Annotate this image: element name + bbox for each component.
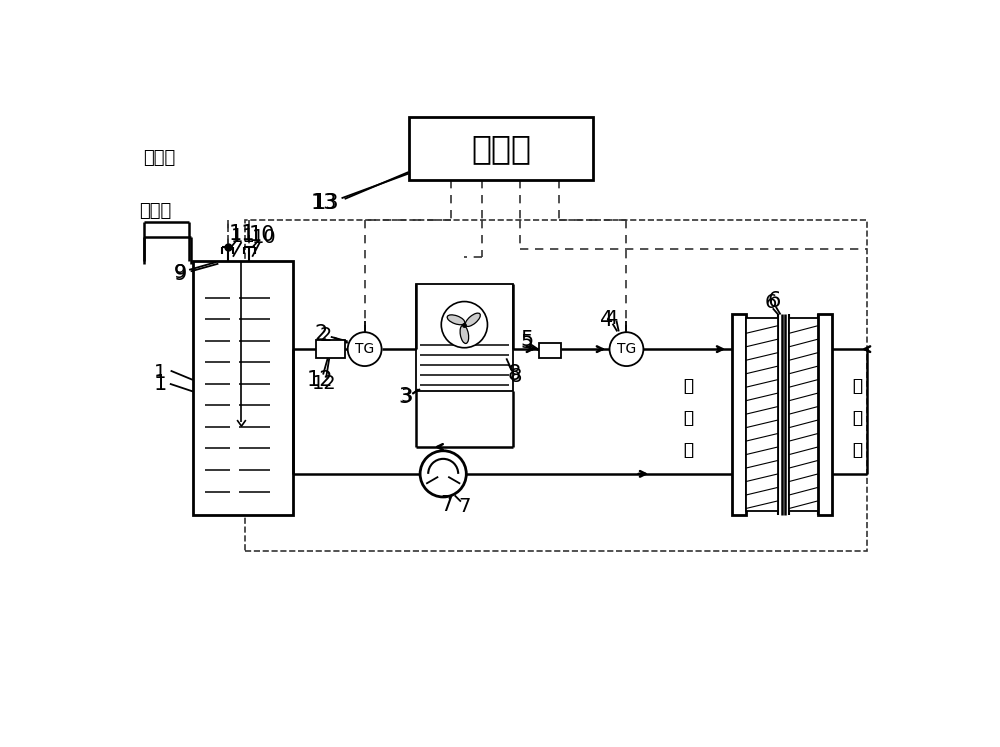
Text: 4: 4 — [605, 309, 617, 328]
Text: 控制器: 控制器 — [471, 131, 531, 164]
Text: 阳
极
侧: 阳 极 侧 — [683, 377, 693, 459]
Text: TG: TG — [355, 342, 374, 356]
Text: 8: 8 — [507, 364, 521, 384]
Text: 6: 6 — [764, 294, 777, 312]
Text: 11: 11 — [231, 227, 255, 247]
Circle shape — [348, 332, 382, 366]
Text: 阴
极
侧: 阴 极 侧 — [852, 377, 862, 459]
Ellipse shape — [460, 325, 469, 344]
Text: 补水管: 补水管 — [139, 202, 171, 220]
Bar — [789, 318, 818, 511]
Text: 7: 7 — [440, 495, 454, 515]
Text: 9: 9 — [174, 263, 186, 282]
Circle shape — [610, 332, 643, 366]
Text: 10: 10 — [249, 225, 276, 245]
Text: 5: 5 — [521, 330, 534, 350]
Ellipse shape — [465, 313, 480, 326]
Bar — [316, 340, 345, 359]
Text: 2: 2 — [320, 326, 332, 345]
Bar — [193, 261, 293, 515]
Text: 8: 8 — [509, 367, 522, 385]
Bar — [818, 314, 832, 515]
Text: 3: 3 — [400, 388, 412, 406]
Text: 阳
极
侧: 阳 极 侧 — [683, 377, 693, 459]
Text: 4: 4 — [600, 310, 613, 330]
Bar — [409, 117, 593, 180]
Text: 1: 1 — [154, 363, 166, 382]
Text: 13: 13 — [311, 193, 337, 213]
Circle shape — [420, 450, 466, 497]
Text: 12: 12 — [311, 374, 336, 393]
Text: 9: 9 — [173, 264, 187, 284]
Bar — [245, 220, 867, 551]
Bar — [746, 318, 778, 511]
Text: 10: 10 — [252, 228, 277, 247]
Text: 1: 1 — [153, 374, 166, 394]
Text: 13: 13 — [313, 193, 339, 213]
Bar — [732, 314, 746, 515]
Bar — [539, 343, 561, 359]
Text: TG: TG — [617, 342, 636, 356]
Circle shape — [441, 302, 487, 348]
Text: 6: 6 — [768, 291, 781, 311]
Text: 补水管: 补水管 — [143, 149, 175, 167]
Text: 3: 3 — [398, 387, 411, 407]
Text: 阴
极
侧: 阴 极 侧 — [852, 377, 862, 459]
Ellipse shape — [447, 314, 465, 325]
Text: 11: 11 — [228, 223, 255, 244]
Text: 5: 5 — [520, 333, 533, 353]
Text: 7: 7 — [459, 498, 471, 516]
Text: 2: 2 — [315, 323, 328, 344]
Bar — [416, 284, 512, 391]
Text: 12: 12 — [307, 370, 333, 390]
